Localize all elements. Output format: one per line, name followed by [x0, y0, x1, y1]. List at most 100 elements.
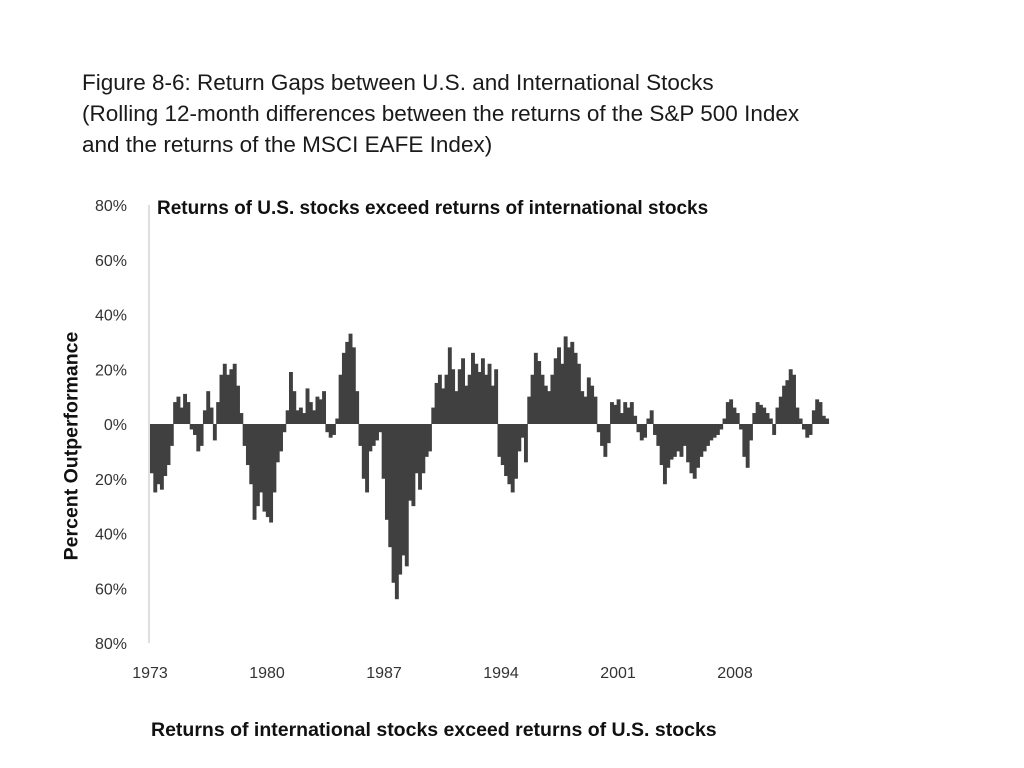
chart-bar [553, 358, 558, 424]
chart-bar [676, 424, 681, 452]
chart-bar [795, 407, 800, 424]
chart-bar [729, 399, 734, 424]
chart-bar [216, 402, 221, 424]
chart-bar [633, 415, 638, 424]
chart-bar [484, 374, 489, 424]
chart-bar [689, 424, 694, 474]
chart-bar [431, 407, 436, 424]
chart-bar [557, 347, 561, 424]
chart-bar [586, 377, 591, 424]
chart-bar [725, 402, 730, 424]
chart-bar [298, 407, 303, 424]
chart-bar [249, 424, 254, 485]
chart-bar [735, 413, 740, 424]
chart-bar [279, 424, 283, 452]
chart-bar [355, 391, 360, 424]
chart-bar [547, 391, 552, 424]
chart-bar [242, 424, 247, 446]
chart-bar [345, 341, 350, 425]
chart-bar [523, 424, 528, 463]
chart-bar [732, 407, 737, 424]
chart-bar [236, 385, 240, 424]
chart-bar [649, 410, 654, 424]
chart-bar [408, 424, 413, 501]
chart-bar [749, 424, 753, 441]
chart-bar [706, 424, 710, 446]
chart-bar [358, 424, 363, 446]
chart-bar [371, 424, 376, 446]
y-tick-label: 60% [95, 581, 127, 598]
chart-bar [179, 407, 184, 424]
chart-bar [471, 352, 475, 424]
chart-bar [639, 424, 644, 441]
annotation-us-exceeds: Returns of U.S. stocks exceed returns of… [157, 198, 709, 219]
chart-bar [504, 424, 509, 477]
chart-bar [616, 399, 621, 424]
chart-bar [696, 424, 700, 468]
chart-bar [517, 424, 522, 452]
chart-bar [454, 391, 459, 424]
chart-bar [656, 424, 661, 446]
x-tick-labels: 1973 1980 1987 1994 2001 2008 [132, 665, 753, 682]
chart-bar [461, 358, 466, 424]
chart-bar [537, 361, 542, 424]
chart-bar [785, 380, 790, 424]
chart-bar [193, 424, 197, 435]
chart-bar [590, 385, 595, 424]
chart-bar [576, 363, 581, 424]
chart-bar [189, 424, 194, 430]
chart-bar [580, 391, 585, 424]
chart-bar [530, 374, 535, 424]
chart-bar [500, 424, 505, 466]
chart-bar [719, 424, 724, 430]
chart-bar [629, 402, 634, 424]
chart-bar [643, 424, 648, 438]
chart-bar [282, 424, 287, 433]
chart-bar [739, 424, 744, 430]
chart-bar [262, 424, 267, 512]
x-tick-label: 1994 [483, 665, 519, 682]
chart-bar [682, 424, 687, 446]
chart-bar [302, 413, 307, 424]
chart-bar [613, 404, 618, 424]
chart-bar [169, 424, 174, 446]
chart-bar [811, 410, 816, 424]
chart-bar [285, 410, 290, 424]
x-tick-label: 1980 [249, 665, 285, 682]
chart-bar [636, 424, 641, 433]
chart-bar [702, 424, 707, 452]
y-tick-label: 20% [95, 472, 127, 489]
chart-bar [441, 388, 446, 424]
chart-bar [603, 424, 608, 457]
chart-bar [801, 424, 806, 430]
chart-bar [570, 341, 575, 425]
chart-bar [507, 424, 512, 485]
chart-bar [335, 418, 340, 424]
chart-bar [394, 424, 399, 600]
chart-bar [348, 333, 353, 424]
chart-title: Figure 8-6: Return Gaps between U.S. and… [82, 67, 982, 160]
chart-bar [805, 424, 810, 438]
chart-bar [418, 424, 422, 490]
chart-bar [818, 402, 823, 424]
chart-bar [384, 424, 389, 520]
chart-bar [593, 396, 598, 425]
chart-bar [686, 424, 691, 463]
chart-bar [768, 418, 773, 424]
y-tick-label: 60% [95, 253, 127, 270]
chart-bar [414, 424, 419, 474]
chart-bar [821, 415, 826, 424]
chart-bar [457, 369, 462, 424]
chart-bar [434, 382, 439, 424]
chart-bar [212, 424, 217, 441]
chart-bar [156, 424, 161, 485]
chart-bar [464, 385, 469, 424]
chart-bar [332, 424, 336, 435]
chart-bar [361, 424, 366, 479]
chart-bar [772, 424, 777, 435]
x-tick-label: 2001 [600, 665, 636, 682]
chart-bar [150, 424, 154, 474]
chart-bar [292, 391, 297, 424]
chart-bar [619, 413, 624, 424]
chart-bar [186, 402, 191, 424]
